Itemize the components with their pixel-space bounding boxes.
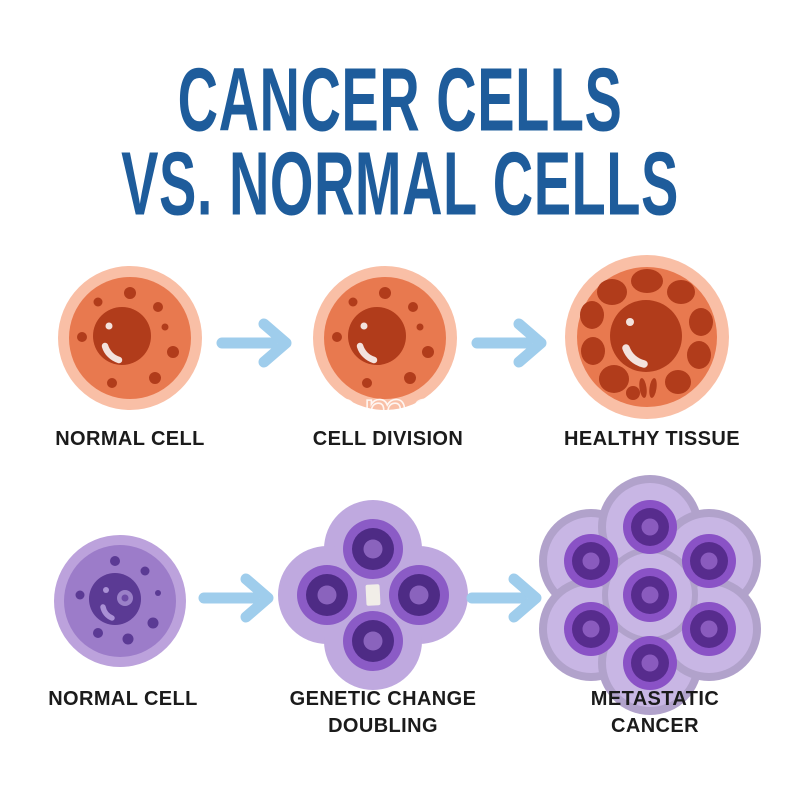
genetic-change-doubling-icon [278, 500, 468, 690]
step-label-genetic-change: GENETIC CHANGE [289, 688, 477, 710]
step-label-normal-cell: NORMAL CELL [55, 428, 205, 450]
step-label-cell-division: CELL DIVISION [312, 428, 464, 450]
metastatic-cancer-icon [539, 475, 761, 715]
arrow-right-icon [471, 318, 547, 368]
cell-division-icon [313, 266, 457, 410]
arrow-right-icon [198, 573, 274, 623]
arrow-right-icon [216, 318, 292, 368]
step-label-cancer: CANCER [611, 715, 699, 737]
arrow-right-icon [466, 573, 542, 623]
step-label-metastatic: METASTATIC [590, 688, 720, 710]
normal-cell-purple-icon [54, 535, 186, 667]
step-label-doubling: DOUBLING [328, 715, 438, 737]
page-title-line1: CANCER CELLS [177, 48, 623, 150]
page-title-line2: VS. NORMAL CELLS [121, 132, 679, 234]
normal-cell-orange-icon [58, 266, 202, 410]
step-label-normal-cell-2: NORMAL CELL [48, 688, 198, 710]
healthy-tissue-icon [565, 255, 729, 419]
step-label-healthy-tissue: HEALTHY TISSUE [564, 428, 740, 450]
